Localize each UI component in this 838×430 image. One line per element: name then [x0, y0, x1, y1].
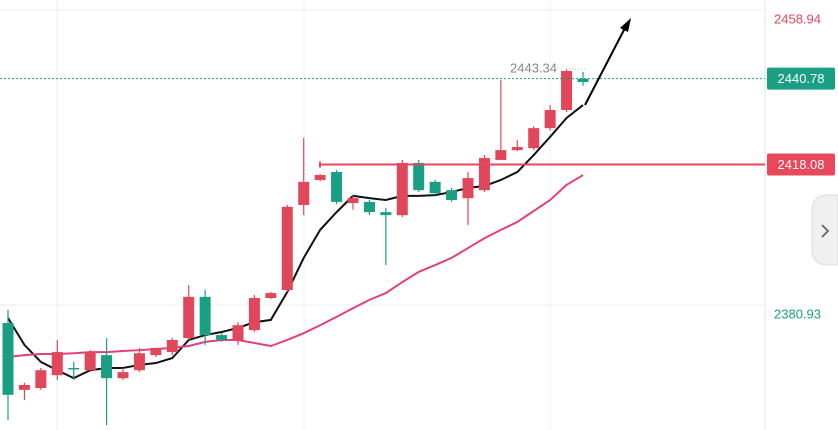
- candle-body: [51, 352, 63, 376]
- trend-arrow: [584, 27, 626, 106]
- candle-body: [396, 162, 408, 216]
- high-label: 2443.34: [510, 60, 557, 75]
- candle-body: [495, 150, 507, 160]
- candle-body: [298, 181, 310, 205]
- trend-arrow-head: [620, 18, 631, 32]
- moving-average-line: [7, 174, 584, 358]
- candle-body: [528, 128, 540, 149]
- candle-body: [413, 162, 425, 191]
- candle-body: [281, 206, 293, 291]
- overlay: 2418.08 2440.78 2443.34: [0, 60, 835, 176]
- candle-body: [314, 175, 326, 180]
- candle-body: [511, 147, 523, 151]
- candle-body: [84, 352, 96, 371]
- candle-body: [117, 372, 129, 379]
- candle-body: [35, 370, 47, 389]
- chevron: [821, 224, 830, 238]
- candle-body: [331, 172, 343, 202]
- y-tick-label: 2380.93: [774, 306, 821, 321]
- candle-body: [2, 322, 14, 395]
- candle-body: [380, 212, 392, 216]
- scroll-button-bg[interactable]: [811, 194, 838, 266]
- candle-body: [133, 353, 145, 371]
- price-line-badge: [767, 153, 835, 176]
- candle-body: [216, 335, 228, 340]
- candle-body: [166, 339, 178, 353]
- candles: [2, 68, 589, 426]
- candle-body: [429, 181, 441, 194]
- candle-body: [101, 355, 113, 379]
- candle-body: [478, 158, 490, 191]
- candle-body: [248, 297, 260, 331]
- candle-body: [347, 198, 359, 204]
- candle-body: [199, 296, 211, 336]
- candle-body: [265, 293, 277, 298]
- grid: 2458.94 2380.93: [0, 9, 821, 321]
- candle-body: [577, 78, 589, 83]
- candle-body: [68, 367, 80, 370]
- candle-body: [18, 384, 30, 390]
- last-price-label: 2440.78: [778, 71, 825, 86]
- candle-body: [446, 190, 458, 201]
- y-tick-label: 2458.94: [774, 11, 821, 26]
- candle-body: [150, 347, 162, 356]
- last-price-badge: [767, 67, 835, 90]
- candle-body: [232, 325, 244, 340]
- candle-body: [363, 201, 375, 213]
- candle-body: [462, 178, 474, 199]
- scroll-button[interactable]: [811, 194, 838, 266]
- candle-body: [183, 296, 195, 339]
- candle-body: [544, 109, 556, 129]
- candle-body: [561, 71, 573, 110]
- price-line-label: 2418.08: [778, 157, 825, 172]
